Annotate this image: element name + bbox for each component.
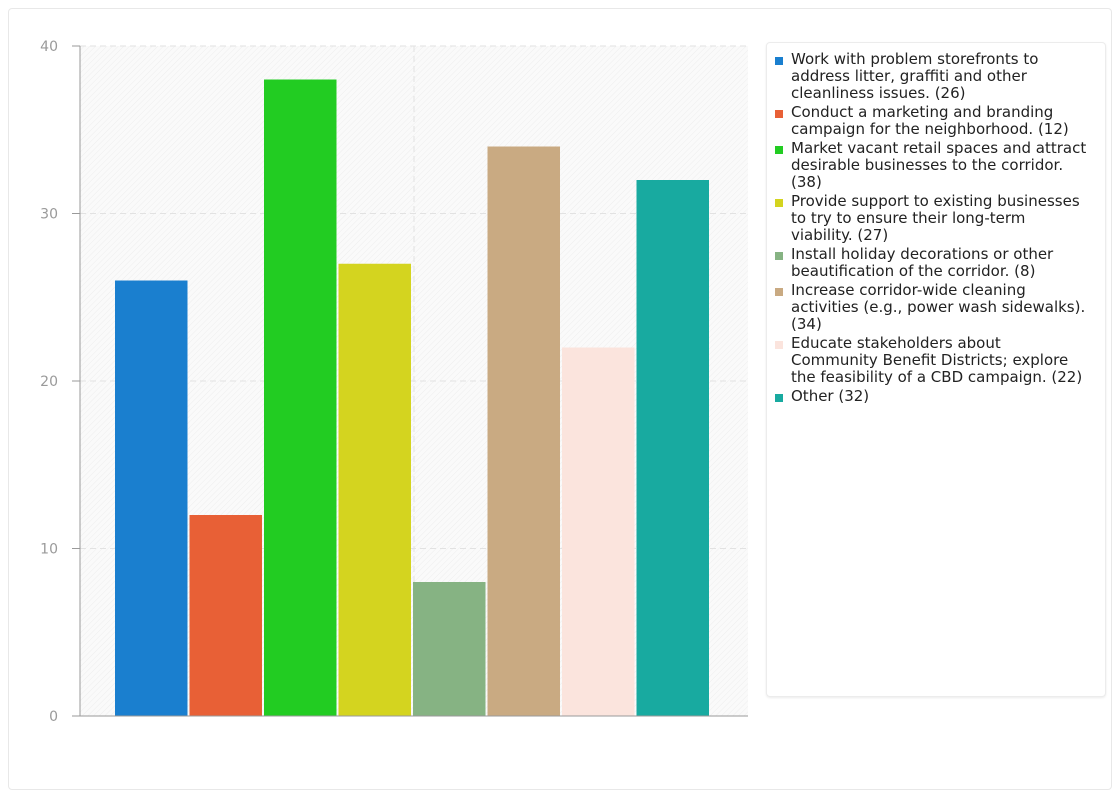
- legend-label-2: Conduct a marketing and branding campaig…: [791, 103, 1069, 138]
- legend-item-3[interactable]: Market vacant retail spaces and attract …: [775, 140, 1099, 191]
- legend-item-8[interactable]: Other (32): [775, 388, 1099, 405]
- legend-swatch-2: [775, 110, 783, 118]
- bar-3[interactable]: [264, 79, 337, 717]
- bar-4[interactable]: [338, 263, 412, 716]
- legend-swatch-5: [775, 252, 783, 260]
- legend-label-7: Educate stakeholders about Community Ben…: [791, 334, 1083, 386]
- legend-label-1: Work with problem storefronts to address…: [791, 50, 1039, 102]
- bar-1[interactable]: [115, 280, 188, 717]
- y-tick-label-2: 20: [40, 374, 58, 390]
- y-tick-label-3: 30: [40, 207, 58, 223]
- legend-label-6: Increase corridor-wide cleaning activiti…: [791, 281, 1086, 333]
- y-tick-label-0: 0: [49, 709, 58, 725]
- legend-item-6[interactable]: Increase corridor-wide cleaning activiti…: [775, 282, 1099, 333]
- legend-swatch-8: [775, 394, 783, 402]
- legend-swatch-6: [775, 288, 783, 296]
- legend-item-7[interactable]: Educate stakeholders about Community Ben…: [775, 335, 1099, 386]
- legend-swatch-4: [775, 199, 783, 207]
- legend-label-5: Install holiday decorations or other bea…: [791, 245, 1054, 280]
- legend: Work with problem storefronts to address…: [766, 42, 1106, 697]
- legend-label-3: Market vacant retail spaces and attract …: [791, 139, 1087, 191]
- bar-5[interactable]: [413, 582, 486, 716]
- bar-6[interactable]: [487, 146, 561, 717]
- legend-item-2[interactable]: Conduct a marketing and branding campaig…: [775, 104, 1099, 138]
- legend-swatch-1: [775, 57, 783, 65]
- bar-2[interactable]: [189, 515, 263, 716]
- bar-7[interactable]: [562, 347, 635, 717]
- legend-label-4: Provide support to existing businesses t…: [791, 192, 1080, 244]
- legend-swatch-3: [775, 146, 783, 154]
- y-tick-label-4: 40: [40, 39, 58, 55]
- legend-label-8: Other (32): [791, 387, 870, 405]
- legend-item-4[interactable]: Provide support to existing businesses t…: [775, 193, 1099, 244]
- y-tick-label-1: 10: [40, 542, 58, 558]
- legend-item-1[interactable]: Work with problem storefronts to address…: [775, 51, 1099, 102]
- legend-swatch-7: [775, 341, 783, 349]
- bar-8[interactable]: [636, 180, 710, 716]
- legend-item-5[interactable]: Install holiday decorations or other bea…: [775, 246, 1099, 280]
